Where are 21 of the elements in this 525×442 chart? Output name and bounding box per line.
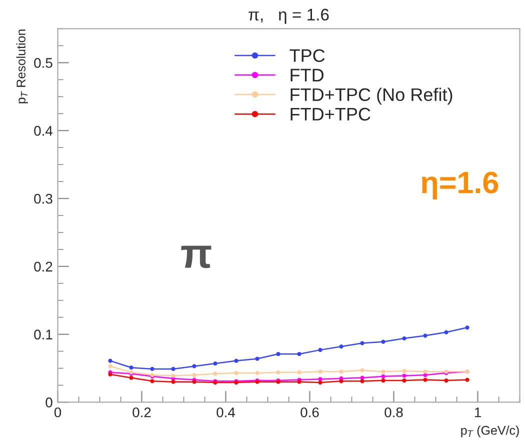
x-tick-label: 0.8 bbox=[384, 407, 403, 418]
x-tick-label: 0.2 bbox=[132, 407, 151, 418]
legend-label: FTD+TPC (No Refit) bbox=[290, 88, 452, 105]
y-axis-title: p$_{T}$ Resolution bbox=[16, 30, 28, 104]
y-tick-label: 0.3 bbox=[34, 194, 52, 204]
x-tick-label: 1 bbox=[474, 408, 481, 418]
legend-label: FTD bbox=[290, 68, 324, 82]
annotation: π bbox=[181, 246, 212, 268]
annotation: η=1.6 bbox=[422, 172, 498, 200]
legend-label: TPC bbox=[290, 49, 325, 62]
x-tick-label: 0.4 bbox=[216, 407, 235, 418]
y-tick-label: 0.1 bbox=[34, 330, 52, 340]
y-tick-label: 0.4 bbox=[34, 126, 52, 136]
y-tick-label: 0 bbox=[46, 398, 52, 408]
chart-title: π, η = 1.6 bbox=[248, 8, 329, 24]
y-tick-label: 0.2 bbox=[34, 262, 52, 272]
y-tick-label: 0.5 bbox=[34, 58, 52, 68]
x-axis-title: p$_{T}$ (GeV/c) bbox=[461, 426, 519, 438]
x-tick-label: 0.6 bbox=[300, 407, 319, 418]
legend-label: FTD+TPC bbox=[290, 108, 370, 121]
x-tick-label: 0 bbox=[54, 407, 62, 418]
